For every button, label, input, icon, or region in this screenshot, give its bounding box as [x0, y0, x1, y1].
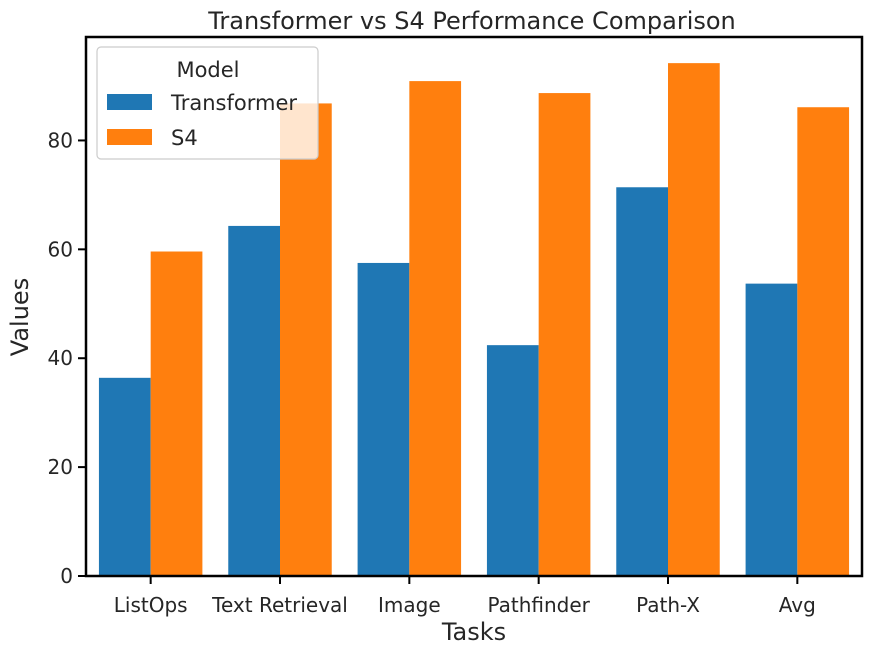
bar-transformer-image [357, 262, 410, 576]
bar-transformer-listops [98, 377, 151, 576]
y-tick-label: 20 [48, 455, 73, 479]
legend-label-s4: S4 [171, 126, 198, 150]
y-axis-title: Values [6, 278, 34, 356]
x-tick-label-image: Image [378, 593, 441, 617]
x-tick-label-path-x: Path-X [636, 593, 700, 617]
bar-s4-avg [797, 107, 850, 576]
legend-title: Model [176, 58, 239, 82]
legend-swatch-s4 [107, 129, 152, 145]
y-tick-label: 80 [48, 128, 73, 152]
plot-area [84, 35, 864, 578]
plot-frame [84, 35, 864, 578]
x-tick-label-listops: ListOps [114, 593, 188, 617]
x-tick-label-avg: Avg [779, 593, 816, 617]
legend-swatch-transformer [107, 94, 152, 110]
bar-s4-pathfinder [538, 93, 591, 577]
x-tick-label-text-retrieval: Text Retrieval [211, 593, 348, 617]
y-tick-label: 60 [48, 237, 73, 261]
bars-group [98, 63, 850, 577]
legend-label-transformer: Transformer [170, 91, 297, 115]
bar-s4-image [409, 81, 462, 576]
y-axis: 0 20 40 60 80 [48, 128, 86, 588]
bar-s4-listops [150, 251, 203, 576]
legend: Model Transformer S4 [96, 46, 319, 160]
y-tick-label: 0 [60, 564, 73, 588]
chart-title: Transformer vs S4 Performance Comparison [207, 7, 736, 35]
bar-transformer-text-retrieval [228, 225, 280, 576]
bar-s4-path-x [668, 63, 720, 576]
bar-transformer-path-x [616, 187, 668, 576]
x-tick-label-pathfinder: Pathfinder [487, 593, 590, 617]
bar-s4-text-retrieval [280, 103, 332, 576]
x-axis: ListOps Text Retrieval Image Pathfinder Path… [114, 576, 816, 617]
bar-transformer-pathfinder [486, 345, 539, 576]
legend-box [96, 46, 319, 160]
y-tick-label: 40 [48, 346, 73, 370]
bar-transformer-avg [745, 283, 798, 576]
x-axis-title: Tasks [441, 618, 506, 646]
